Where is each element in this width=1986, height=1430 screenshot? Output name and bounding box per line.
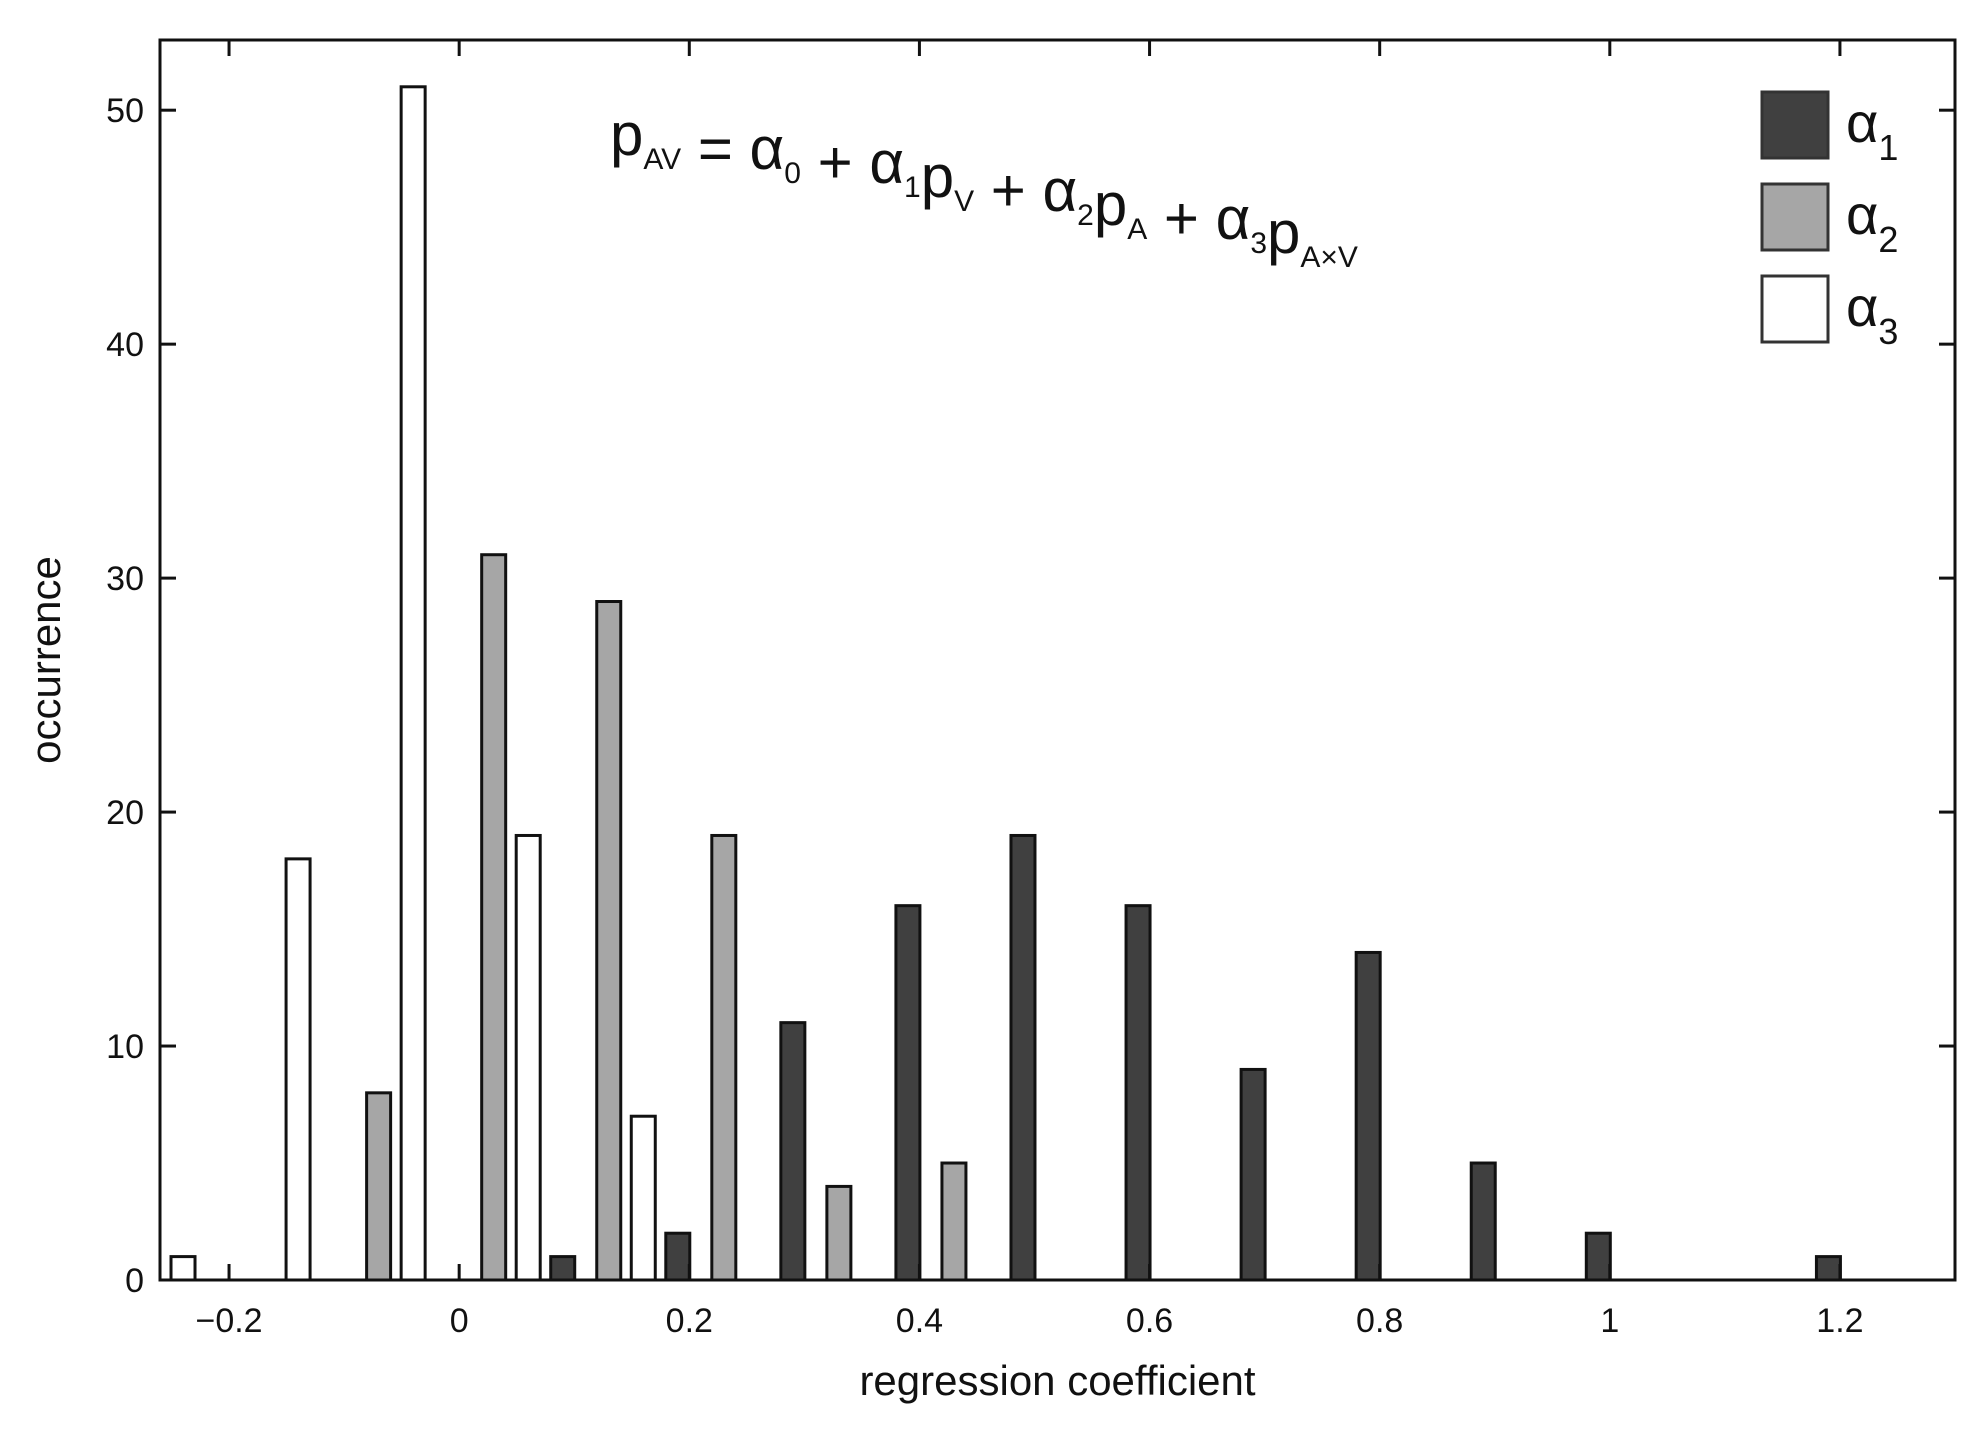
x-tick-label: 1 — [1600, 1302, 1619, 1340]
equation-term: + α — [1147, 185, 1250, 252]
equation-subscript: A — [1127, 213, 1147, 246]
bar-alpha2-0 — [365, 1091, 393, 1282]
equation-term: + α — [801, 129, 904, 196]
y-tick-label: 0 — [125, 1262, 144, 1300]
bars-layer — [169, 85, 1842, 1282]
y-tick-label: 40 — [106, 326, 144, 364]
bar-alpha1-10 — [1814, 1255, 1842, 1282]
legend-label-alpha2: α2 — [1846, 183, 1898, 260]
bar-alpha3-0 — [169, 1255, 197, 1282]
equation-term: p — [610, 101, 643, 168]
y-tick-label: 50 — [106, 92, 144, 130]
equation-subscript: AV — [643, 143, 681, 176]
x-tick-label: 0.8 — [1356, 1302, 1403, 1340]
equation-subscript: 3 — [1250, 227, 1267, 260]
legend: α1 α2 α3 — [1760, 90, 1898, 352]
bar-alpha1-9 — [1584, 1231, 1612, 1282]
x-tick-label: 1.2 — [1816, 1302, 1863, 1340]
x-tick-label: 0 — [450, 1302, 469, 1340]
bar-alpha1-3 — [894, 904, 922, 1282]
equation-term: + α — [974, 157, 1077, 224]
legend-label-alpha3: α3 — [1846, 275, 1898, 352]
x-tick-label: 0.6 — [1126, 1302, 1173, 1340]
bar-alpha1-2 — [779, 1021, 807, 1282]
bar-alpha3-1 — [284, 857, 312, 1282]
plot-area — [158, 38, 1957, 1282]
bar-alpha2-2 — [595, 600, 623, 1282]
bar-alpha2-4 — [825, 1184, 853, 1282]
bar-alpha1-8 — [1469, 1161, 1497, 1282]
equation-subscript: V — [954, 185, 974, 218]
bar-alpha1-0 — [549, 1255, 577, 1282]
equation-subscript: A×V — [1300, 241, 1358, 274]
bar-alpha2-3 — [710, 833, 738, 1282]
x-tick-label: 0.4 — [896, 1302, 943, 1340]
y-axis-label: occurrence — [22, 556, 69, 764]
bar-alpha1-7 — [1354, 950, 1382, 1282]
bar-alpha1-4 — [1009, 833, 1037, 1282]
bar-alpha3-4 — [629, 1114, 657, 1282]
y-tick-label: 30 — [106, 560, 144, 598]
equation-term: = α — [681, 115, 784, 182]
bar-alpha2-1 — [480, 553, 508, 1282]
equation-subscript: 2 — [1077, 199, 1094, 232]
bar-alpha3-3 — [514, 833, 542, 1282]
x-axis-label: regression coefficient — [859, 1357, 1255, 1404]
legend-swatch-alpha2 — [1760, 182, 1830, 252]
x-tick-label: 0.2 — [666, 1302, 713, 1340]
bar-alpha3-2 — [399, 85, 427, 1282]
legend-swatch-alpha3 — [1760, 274, 1830, 344]
bar-alpha1-6 — [1239, 1067, 1267, 1282]
regression-equation: pAV = α0 + α1pV + α2pA + α3pA×V — [610, 101, 1358, 274]
x-tick-label: −0.2 — [195, 1302, 262, 1340]
legend-swatch-alpha1 — [1760, 90, 1830, 160]
ticks-layer — [160, 40, 1955, 1282]
y-tick-label: 10 — [106, 1028, 144, 1066]
legend-label-alpha1: α1 — [1846, 91, 1898, 168]
bar-alpha1-5 — [1124, 904, 1152, 1282]
equation-subscript: 1 — [904, 171, 921, 204]
bar-alpha2-5 — [940, 1161, 968, 1282]
equation-term: p — [1094, 171, 1127, 238]
equation-term: p — [1267, 199, 1300, 266]
equation-subscript: 0 — [784, 157, 801, 190]
y-tick-label: 20 — [106, 794, 144, 832]
equation-term: p — [921, 143, 954, 210]
bar-alpha1-1 — [664, 1231, 692, 1282]
